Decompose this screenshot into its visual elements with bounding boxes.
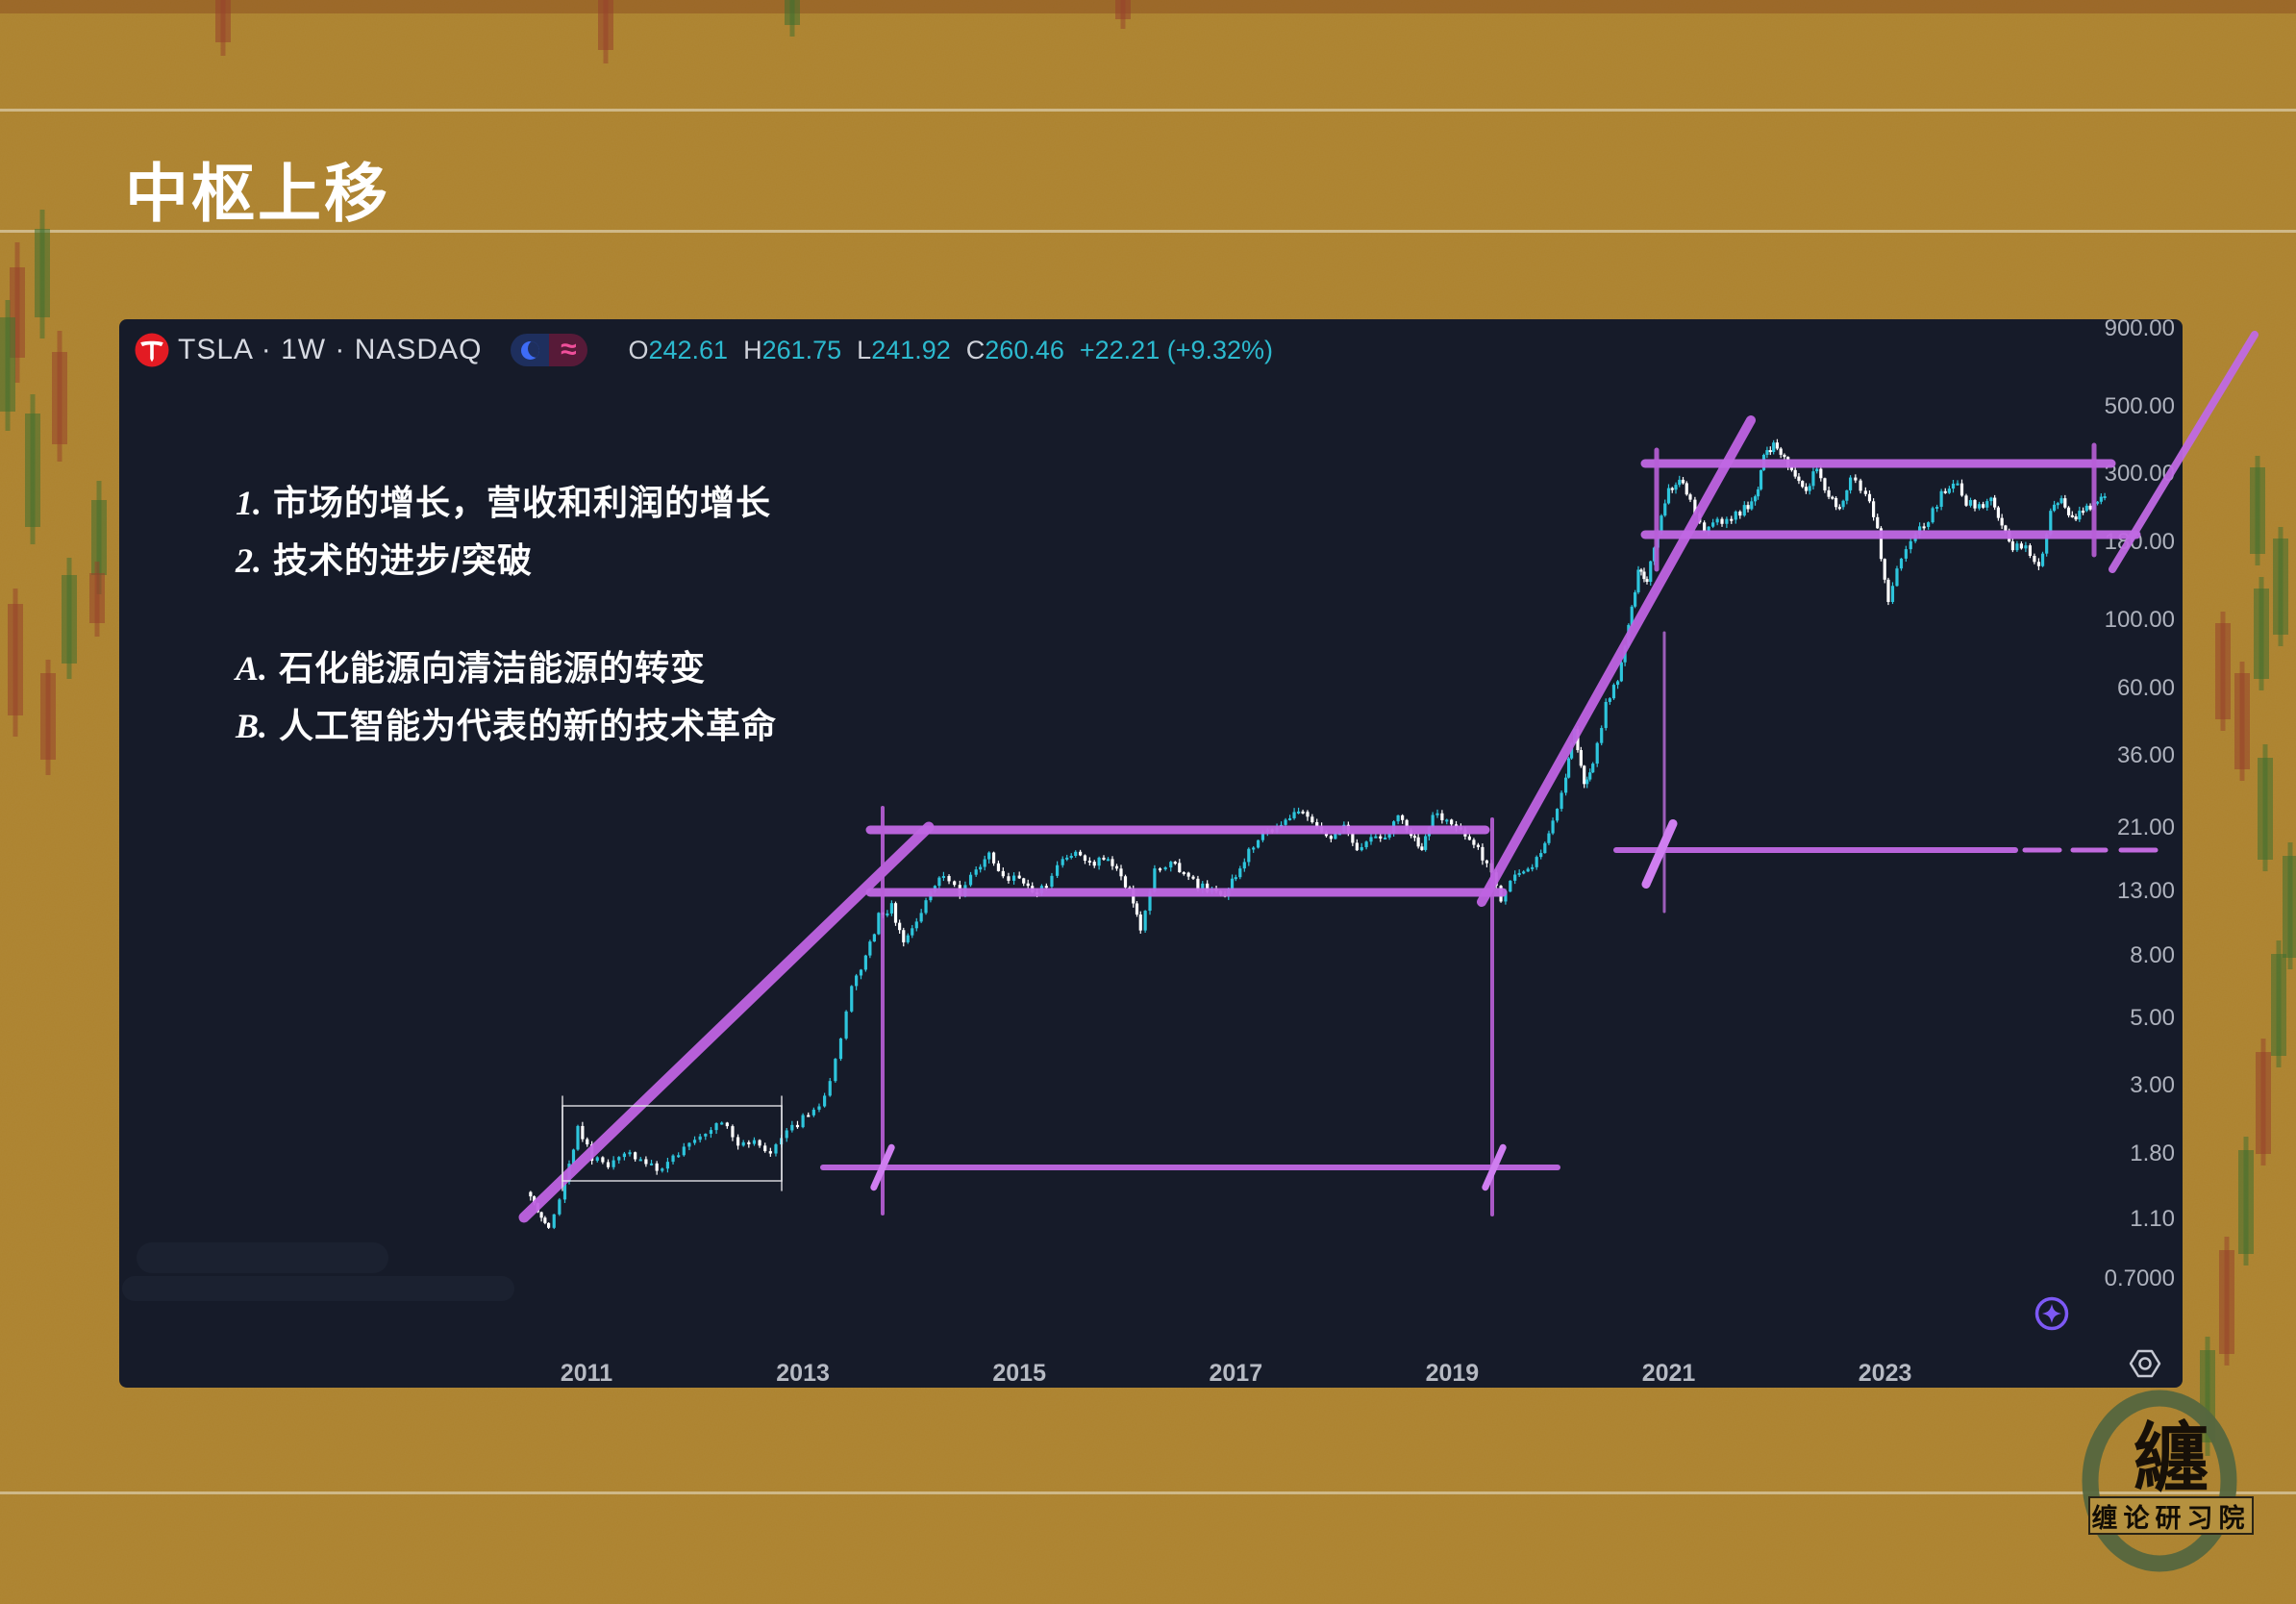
close-label: C [965,335,986,364]
annotation-item: B. 人工智能为代表的新的技术革命 [236,706,778,745]
open-label: O [628,335,649,364]
seal-banner: 缠论研习院 [2088,1496,2254,1535]
annotation-list: 1. 市场的增长，营收和利润的增长 2. 技术的进步/突破 A. 石化能源向清洁… [236,475,777,756]
low-label: L [857,335,872,364]
symbol-title[interactable]: TSLA · 1W · NASDAQ [178,334,483,365]
axis-settings-icon[interactable] [2127,1346,2163,1381]
decor-line-top-2 [0,230,2296,233]
high-value: 261.75 [761,335,842,364]
top-edge-shadow [0,0,2296,13]
annotation-item: 2. 技术的进步/突破 [236,540,534,580]
annotation-item: 1. 市场的增长，营收和利润的增长 [236,483,772,522]
annotation-item: A. 石化能源向清洁能源的转变 [236,648,707,688]
close-value: 260.46 [985,335,1064,364]
wave-icon: ≈ [549,334,588,366]
tesla-logo-icon [135,333,169,367]
seal-character: 纏 [2133,1416,2209,1500]
decor-line-top-1 [0,109,2296,112]
change-value: +22.21 (+9.32%) [1079,335,1274,364]
high-label: H [743,335,762,364]
low-value: 241.92 [871,335,951,364]
decor-line-bottom [0,1491,2296,1494]
sparkle-button[interactable] [2031,1292,2073,1335]
chart-header: TSLA · 1W · NASDAQ ≈ O 242.61 H 261.75 L 24… [135,331,1273,369]
open-value: 242.61 [648,335,729,364]
theme-toggle[interactable]: ≈ [511,334,588,366]
page-title: 中枢上移 [125,158,390,229]
chart-panel [119,319,2183,1388]
ohlc-readout: O 242.61 H 261.75 L 241.92 C 260.46 +22.21 (… [628,336,1273,365]
moon-icon [511,334,550,366]
